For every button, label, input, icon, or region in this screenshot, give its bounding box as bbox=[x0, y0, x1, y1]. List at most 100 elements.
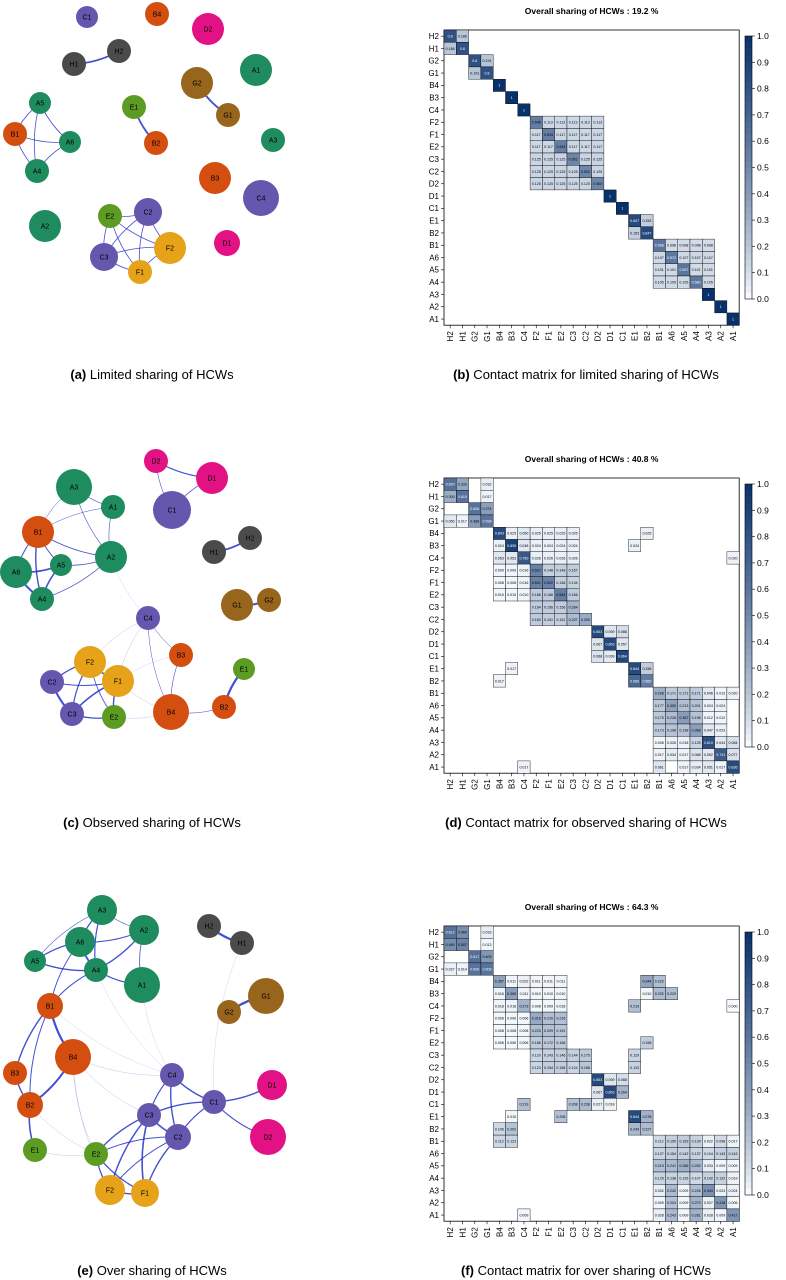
network-node bbox=[102, 665, 134, 697]
x-tick-label: B1 bbox=[655, 331, 664, 341]
colorbar-segment bbox=[745, 595, 752, 603]
y-tick-label: G1 bbox=[428, 69, 439, 78]
y-tick-label: C1 bbox=[429, 204, 440, 213]
cell-value: 0.032 bbox=[483, 482, 492, 486]
matrix-cell bbox=[616, 201, 629, 215]
network-node bbox=[131, 1179, 159, 1207]
cell-value: 0.009 bbox=[679, 1213, 688, 1217]
cell-value: 0.241 bbox=[667, 1164, 676, 1168]
node-label: C3 bbox=[100, 255, 109, 262]
cell-value: 0.017 bbox=[679, 765, 688, 769]
colorbar-tick-label: 0.0 bbox=[757, 294, 769, 304]
y-tick-label: D2 bbox=[429, 1076, 440, 1085]
cell-value: 0.203 bbox=[667, 1201, 676, 1205]
colorbar-segment bbox=[745, 720, 752, 728]
cell-value: 0.101 bbox=[704, 268, 713, 272]
cell-value: 0.012 bbox=[716, 716, 725, 720]
colorbar-segment bbox=[745, 1070, 752, 1077]
colorbar-segment bbox=[745, 279, 752, 287]
y-tick-label: A6 bbox=[429, 253, 439, 262]
cell-value: 0.166 bbox=[532, 593, 541, 597]
cell-value: 0.025 bbox=[556, 532, 565, 536]
cell-value: 0.172 bbox=[544, 1041, 553, 1045]
colorbar-segment bbox=[745, 951, 752, 959]
colorbar-segment bbox=[745, 239, 752, 247]
network-node bbox=[214, 230, 240, 256]
cell-value: 0.024 bbox=[704, 704, 713, 708]
cell-value: 0.132 bbox=[716, 1176, 725, 1180]
y-tick-label: A6 bbox=[429, 1149, 439, 1158]
cell-value: 0.019 bbox=[729, 1176, 738, 1180]
cell-value: 0.006 bbox=[495, 1041, 504, 1045]
colorbar-segment bbox=[745, 246, 752, 254]
cell-value: 0.153 bbox=[630, 231, 639, 235]
y-tick-label: C1 bbox=[429, 652, 440, 661]
cell-value: 0.022 bbox=[519, 980, 528, 984]
cell-value: 0.017 bbox=[507, 667, 516, 671]
x-tick-label: C2 bbox=[581, 1227, 590, 1238]
cell-value: 0.137 bbox=[692, 1152, 701, 1156]
matrix-cell bbox=[726, 551, 740, 565]
colorbar-segment bbox=[745, 154, 752, 162]
cell-value: 0.107 bbox=[692, 256, 701, 260]
caption-letter: (d) bbox=[445, 815, 462, 830]
cell-value: 0.068 bbox=[692, 753, 701, 757]
cell-value: 0.126 bbox=[679, 1176, 688, 1180]
colorbar-segment bbox=[745, 1181, 752, 1189]
cell-value: 0.186 bbox=[446, 47, 455, 51]
node-label: B2 bbox=[220, 705, 229, 712]
cell-value: 0.216 bbox=[544, 1017, 553, 1021]
matrix-cell bbox=[640, 1122, 654, 1136]
node-label: A2 bbox=[140, 928, 149, 935]
y-tick-label: C2 bbox=[429, 615, 440, 624]
cell-value: 0.191 bbox=[556, 1029, 565, 1033]
network-node bbox=[212, 695, 236, 719]
y-tick-label: A3 bbox=[429, 290, 439, 299]
node-label: B1 bbox=[11, 132, 20, 139]
colorbar-segment bbox=[745, 1083, 752, 1091]
colorbar-segment bbox=[745, 220, 752, 227]
matrix-cell bbox=[616, 650, 629, 663]
x-tick-label: D2 bbox=[594, 331, 603, 342]
x-tick-label: A6 bbox=[668, 779, 677, 789]
cell-value: 0.502 bbox=[593, 182, 602, 186]
cell-value: 0.050 bbox=[519, 532, 528, 536]
y-tick-label: A5 bbox=[429, 266, 439, 275]
colorbar-segment bbox=[745, 1043, 752, 1051]
matrix-cell bbox=[480, 490, 494, 503]
node-label: G2 bbox=[264, 598, 273, 605]
colorbar-segment bbox=[745, 134, 752, 142]
colorbar-segment bbox=[745, 193, 752, 201]
y-tick-label: E1 bbox=[429, 664, 439, 673]
cell-value: 0.522 bbox=[544, 581, 553, 585]
cell-value: 0.298 bbox=[655, 692, 664, 696]
cell-value: 0.009 bbox=[679, 1201, 688, 1205]
x-tick-label: D1 bbox=[606, 331, 615, 342]
x-tick-label: C2 bbox=[581, 331, 590, 342]
cell-value: 0.836 bbox=[729, 765, 738, 769]
colorbar-segment bbox=[745, 233, 752, 241]
network-node bbox=[50, 554, 72, 576]
node-label: E2 bbox=[92, 1152, 101, 1159]
x-tick-label: E2 bbox=[557, 331, 566, 341]
cell-value: 0.020 bbox=[729, 556, 738, 560]
colorbar-segment bbox=[745, 285, 752, 293]
colorbar-segment bbox=[745, 42, 752, 50]
x-tick-label: H2 bbox=[446, 331, 455, 342]
colorbar-segment bbox=[745, 121, 752, 129]
x-tick-label: C1 bbox=[618, 779, 627, 790]
cell-value: 0.278 bbox=[642, 1115, 651, 1119]
node-label: D2 bbox=[152, 459, 161, 466]
y-tick-label: A3 bbox=[429, 738, 439, 747]
cell-value: 0.026 bbox=[556, 556, 565, 560]
cell-value: 0.171 bbox=[679, 692, 688, 696]
cell-value: 0.098 bbox=[704, 244, 713, 248]
node-label: B3 bbox=[177, 653, 186, 660]
cell-value: 0.117 bbox=[581, 133, 590, 137]
node-label: F2 bbox=[106, 1188, 114, 1195]
cell-value: 0.006 bbox=[495, 1017, 504, 1021]
y-tick-label: B3 bbox=[429, 93, 439, 102]
cell-value: 0.123 bbox=[507, 1140, 516, 1144]
network-node bbox=[37, 993, 63, 1019]
y-tick-label: C3 bbox=[429, 1051, 440, 1060]
